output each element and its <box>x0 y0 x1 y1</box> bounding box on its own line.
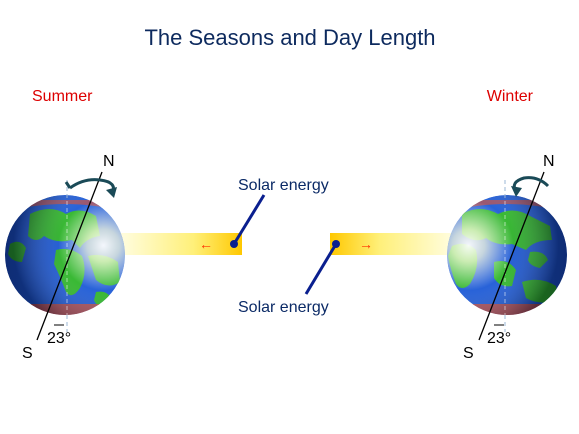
solar-energy-dot-bottom <box>332 240 340 248</box>
summer-tilt-label: 23° <box>47 330 71 347</box>
winter-tilt-label: 23° <box>487 330 511 347</box>
summer-globe <box>5 171 125 341</box>
summer-north-label: N <box>103 153 115 170</box>
solar-energy-label-bottom: Solar energy <box>238 299 329 316</box>
winter-globe <box>447 171 567 341</box>
solar-energy-pointer-bottom <box>304 243 338 295</box>
page-title: The Seasons and Day Length <box>144 25 435 50</box>
rotation-arrow-icon <box>64 178 117 198</box>
right-solar-beam: → <box>330 233 454 255</box>
winter-axis <box>478 171 545 341</box>
summer-label: Summer <box>32 88 93 105</box>
summer-south-label: S <box>22 345 33 362</box>
winter-north-label: N <box>543 153 555 170</box>
left-solar-beam: ← <box>120 233 242 255</box>
solar-energy-label-top: Solar energy <box>238 177 329 194</box>
winter-south-label: S <box>463 345 474 362</box>
right-beam-arrow-icon: → <box>359 236 373 252</box>
solar-energy-dot-top <box>230 240 238 248</box>
solar-energy-pointer-top <box>232 194 266 245</box>
summer-axis <box>36 171 103 341</box>
rotation-arrow-icon <box>511 176 550 197</box>
winter-label: Winter <box>487 88 534 105</box>
left-beam-arrow-icon: ← <box>199 236 213 252</box>
